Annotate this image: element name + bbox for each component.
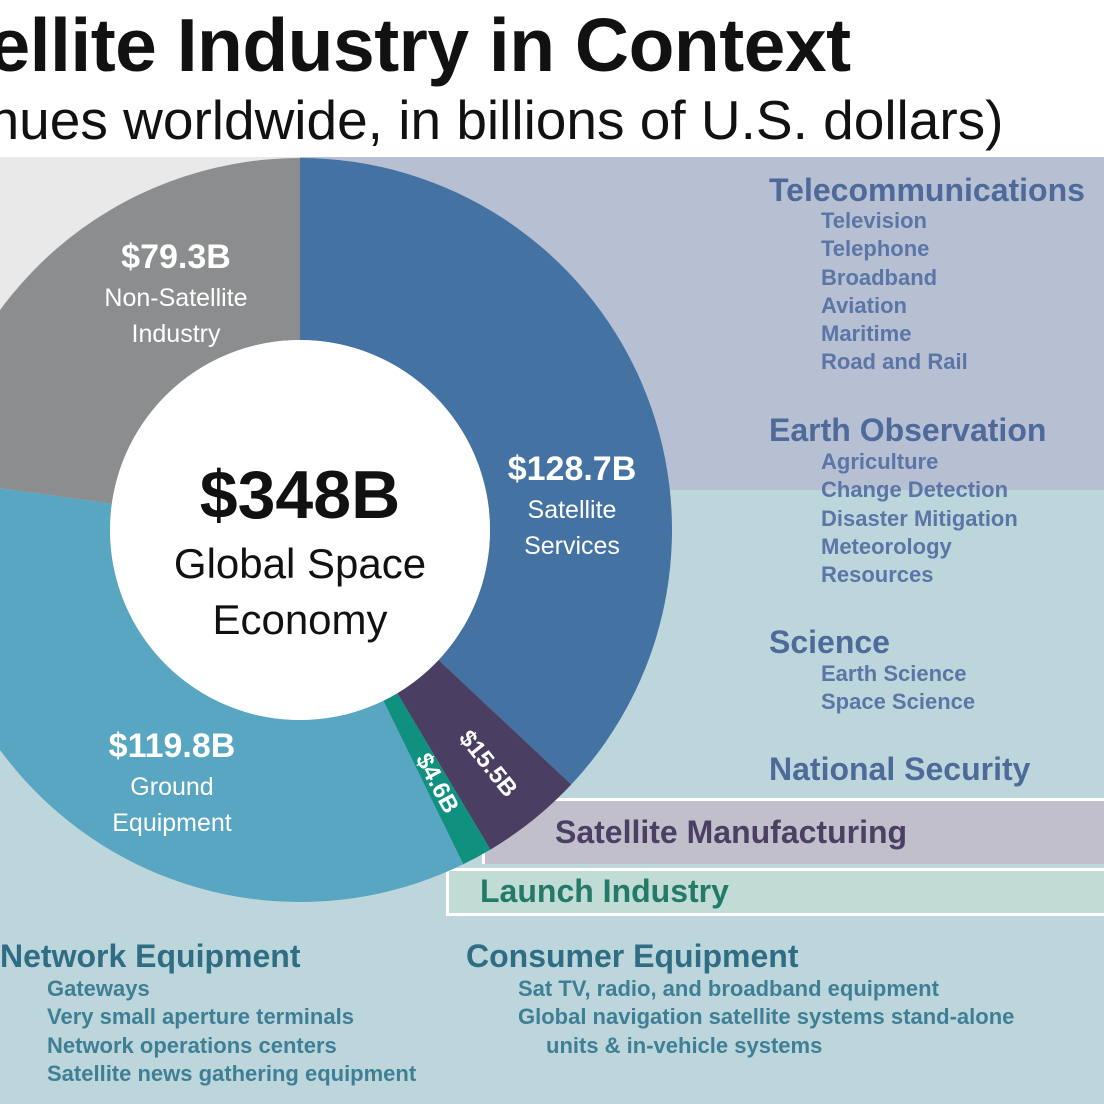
list-item: Telephone xyxy=(821,236,930,262)
slice-value-label: $119.8B xyxy=(109,727,236,765)
slice-name-label: Industry xyxy=(132,320,221,348)
category-heading: Telecommunications xyxy=(769,172,1085,208)
consumer-equipment-heading: Consumer Equipment xyxy=(466,938,799,974)
pie-slice-satellite-manufacturing xyxy=(397,660,572,850)
chart-subtitle: enues worldwide, in billions of U.S. dol… xyxy=(0,89,1004,151)
category-heading: Earth Observation xyxy=(769,412,1047,448)
slice-name-label: Equipment xyxy=(112,809,232,837)
center-label-line2: Economy xyxy=(212,596,387,643)
list-item: Aviation xyxy=(821,292,907,318)
slice-value-label: $128.7B xyxy=(508,450,637,488)
satellite-manufacturing-label: Satellite Manufacturing xyxy=(555,814,908,850)
list-item: Broadband xyxy=(821,264,938,290)
slice-name-label: Satellite xyxy=(528,496,617,524)
consumer-equipment-list: Sat TV, radio, and broadband equipment G… xyxy=(518,975,1014,1060)
list-item: Satellite news gathering equipment xyxy=(47,1060,417,1086)
category-list: Television Telephone Broadband Aviation … xyxy=(821,207,968,377)
list-item: Change Detection xyxy=(821,477,1009,503)
list-item: Road and Rail xyxy=(821,349,968,375)
slice-name-label: Non-Satellite xyxy=(104,284,247,312)
launch-industry-label: Launch Industry xyxy=(480,873,729,909)
list-item: units & in-vehicle systems xyxy=(546,1032,823,1058)
center-label-line1: Global Space xyxy=(174,540,426,587)
list-item: Network operations centers xyxy=(47,1032,337,1058)
list-item: Resources xyxy=(821,562,934,588)
donut-hole xyxy=(110,340,490,720)
category-list: Earth Science Space Science xyxy=(821,660,975,717)
list-item: Very small aperture terminals xyxy=(47,1004,354,1030)
list-item: Global navigation satellite systems stan… xyxy=(518,1004,1015,1030)
center-total: $348B xyxy=(200,457,400,533)
list-item: Space Science xyxy=(821,689,976,715)
slice-value-label: $79.3B xyxy=(121,238,231,276)
category-heading: Science xyxy=(769,624,890,660)
launch-industry-band xyxy=(446,868,1104,916)
list-item: Maritime xyxy=(821,321,912,347)
list-item: Meteorology xyxy=(821,533,952,559)
chart-title: tellite Industry in Context xyxy=(0,3,851,87)
slice-name-label: Ground xyxy=(130,773,213,801)
list-item: Gateways xyxy=(47,976,150,1001)
list-item: Sat TV, radio, and broadband equipment xyxy=(518,976,939,1001)
list-item: Agriculture xyxy=(821,449,939,474)
slice-name-label: Services xyxy=(524,532,620,560)
pie-slice-launch-industry xyxy=(383,693,491,865)
list-item: Television xyxy=(821,208,927,233)
satellite-manufacturing-band xyxy=(482,798,1104,864)
pie-slice-satellite-services xyxy=(300,158,672,785)
category-list: Agriculture Change Detection Disaster Mi… xyxy=(821,448,1018,589)
pie-slice-non-satellite-industry xyxy=(0,158,300,504)
category-heading: National Security xyxy=(769,751,1031,787)
network-equipment-heading: Network Equipment xyxy=(0,938,301,974)
network-equipment-list: Gateways Very small aperture terminals N… xyxy=(47,975,416,1088)
list-item: Earth Science xyxy=(821,661,967,686)
list-item: Disaster Mitigation xyxy=(821,505,1018,531)
pie-slice-ground-equipment xyxy=(0,488,464,902)
